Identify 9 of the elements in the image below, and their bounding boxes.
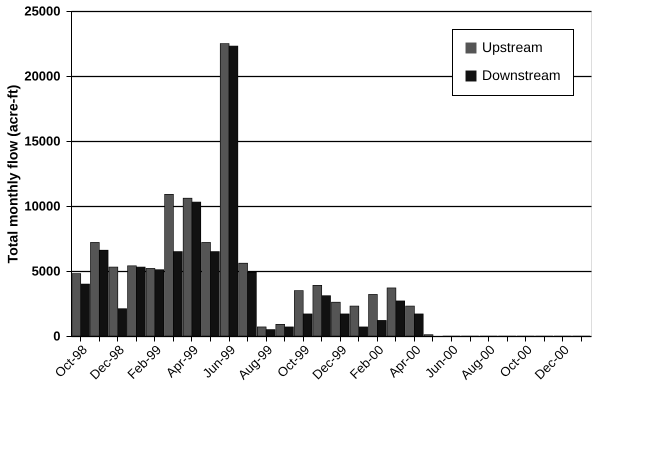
legend-label: Upstream: [482, 39, 543, 55]
legend-label: Downstream: [482, 67, 561, 83]
y-tick-label: 10000: [24, 198, 60, 214]
y-tick-label: 0: [53, 328, 60, 344]
y-axis-title: Total monthly flow (acre-ft): [4, 84, 20, 264]
y-tick-label: 15000: [24, 134, 60, 148]
y-tick-label: 25000: [24, 4, 60, 18]
y-tick-label: 20000: [24, 68, 60, 84]
y-tick-label: 5000: [32, 264, 60, 278]
